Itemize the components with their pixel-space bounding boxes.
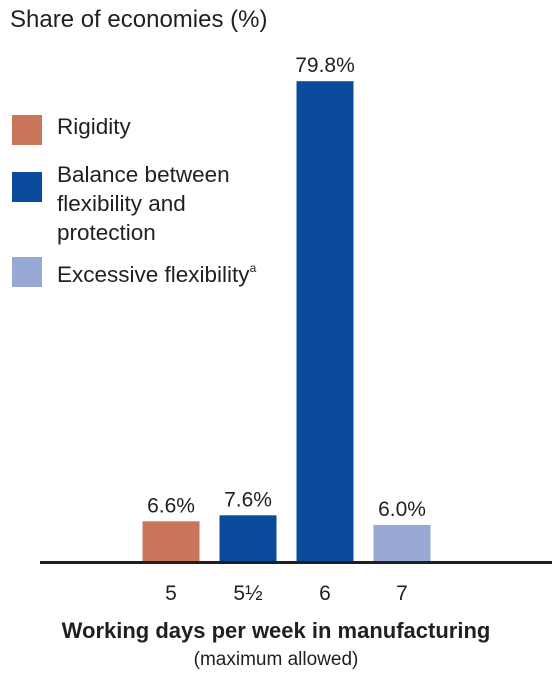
bar-1 [142, 521, 200, 561]
bar-2 [219, 515, 277, 561]
data-label-4: 6.0% [378, 498, 426, 521]
y-axis-title: Share of economies (%) [10, 6, 268, 33]
bar-3 [296, 81, 354, 561]
legend-item-rigidity: Rigidity [12, 112, 287, 145]
x-axis-title: Working days per week in manufacturing [61, 618, 491, 643]
legend-item-balance: Balance between flexibility and protecti… [12, 160, 287, 247]
legend-swatch-balance [12, 172, 42, 202]
legend-swatch-rigidity [12, 115, 42, 145]
x-axis-subtitle: (maximum allowed) [193, 649, 359, 670]
legend-label-rigidity: Rigidity [57, 114, 131, 139]
data-label-2: 7.6% [224, 488, 272, 511]
legend-label-balance: Balance between flexibility and protecti… [57, 162, 230, 245]
x-tick-label-1: 5 [165, 582, 177, 605]
x-tick-label-3: 6 [319, 582, 331, 605]
legend-footnote-marker: a [249, 261, 257, 275]
x-tick-label-4: 7 [396, 582, 408, 605]
data-label-3: 79.8% [295, 54, 355, 77]
legend-item-excessive: Excessive flexibilitya [12, 254, 287, 289]
legend-label-excessive: Excessive flexibilitya [57, 261, 257, 287]
data-label-1: 6.6% [147, 494, 195, 517]
legend-swatch-excessive [12, 257, 42, 287]
x-tick-label-2: 5½ [233, 582, 262, 605]
bar-4 [373, 524, 431, 561]
